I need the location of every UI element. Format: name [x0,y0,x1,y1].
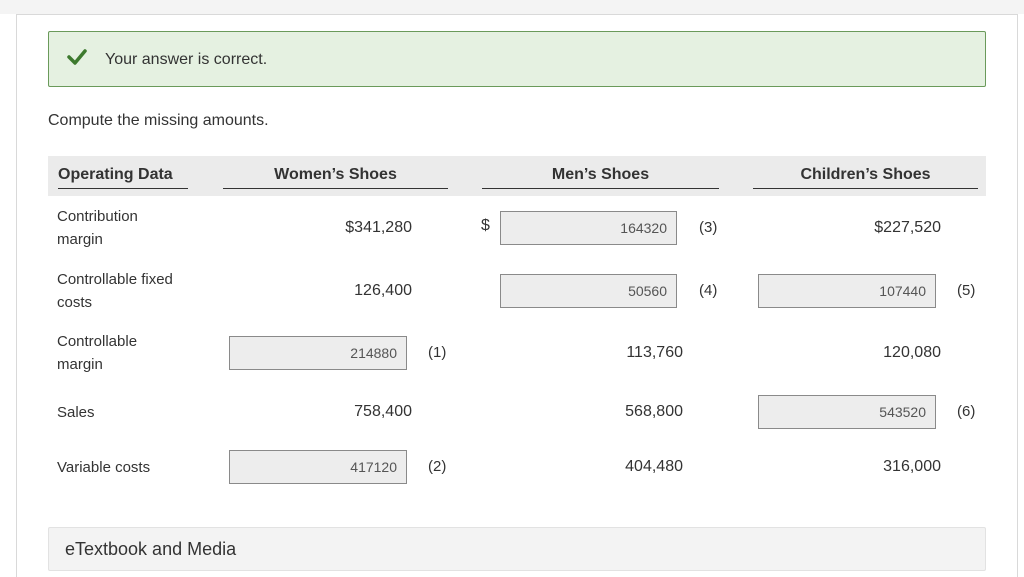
womens-controllable-margin-input[interactable]: 214880 [229,336,407,370]
mens-controllable-margin: 113,760 [626,344,683,361]
question-frame [16,14,1018,577]
mens-controllable-fixed-costs-input[interactable]: 50560 [500,274,677,308]
header-operating-data: Operating Data [58,166,188,189]
ref-2: (2) [428,458,447,475]
childrens-contribution-margin: $227,520 [874,219,941,236]
etextbook-media-label: eTextbook and Media [65,539,237,559]
table-header-row: Operating Data Women’s Shoes Men’s Shoes… [48,156,986,196]
childrens-controllable-fixed-costs-input[interactable]: 107440 [758,274,936,308]
childrens-sales-input[interactable]: 543520 [758,395,936,429]
childrens-controllable-margin: 120,080 [883,344,941,361]
womens-contribution-margin: $341,280 [345,219,412,236]
instruction-text: Compute the missing amounts. [48,112,269,129]
row-label-sales: Sales [57,404,95,421]
header-mens-shoes: Men’s Shoes [482,166,719,189]
ref-3: (3) [699,219,718,236]
header-womens-shoes: Women’s Shoes [223,166,448,189]
mens-currency-symbol: $ [481,217,490,234]
row-label-variable-costs: Variable costs [57,459,151,476]
mens-sales: 568,800 [625,403,683,420]
row-label-controllable-fixed-costs: Controllable fixed costs [57,271,173,311]
alert-message: Your answer is correct. [105,51,268,68]
ref-1: (1) [428,344,447,361]
ref-6: (6) [957,403,976,420]
etextbook-media-panel[interactable]: eTextbook and Media [48,527,986,571]
mens-contribution-margin-input[interactable]: 164320 [500,211,677,245]
top-strip [0,0,1024,14]
success-alert: Your answer is correct. [48,31,986,87]
mens-variable-costs: 404,480 [625,458,683,475]
ref-4: (4) [699,282,718,299]
womens-sales: 758,400 [354,403,412,420]
ref-5: (5) [957,282,976,299]
row-label-contribution-margin: Contribution margin [57,208,138,248]
childrens-variable-costs: 316,000 [883,458,941,475]
womens-controllable-fixed-costs: 126,400 [354,282,412,299]
row-label-controllable-margin: Controllable margin [57,333,138,373]
header-childrens-shoes: Children’s Shoes [753,166,978,189]
womens-variable-costs-input[interactable]: 417120 [229,450,407,484]
checkmark-icon [67,49,87,65]
